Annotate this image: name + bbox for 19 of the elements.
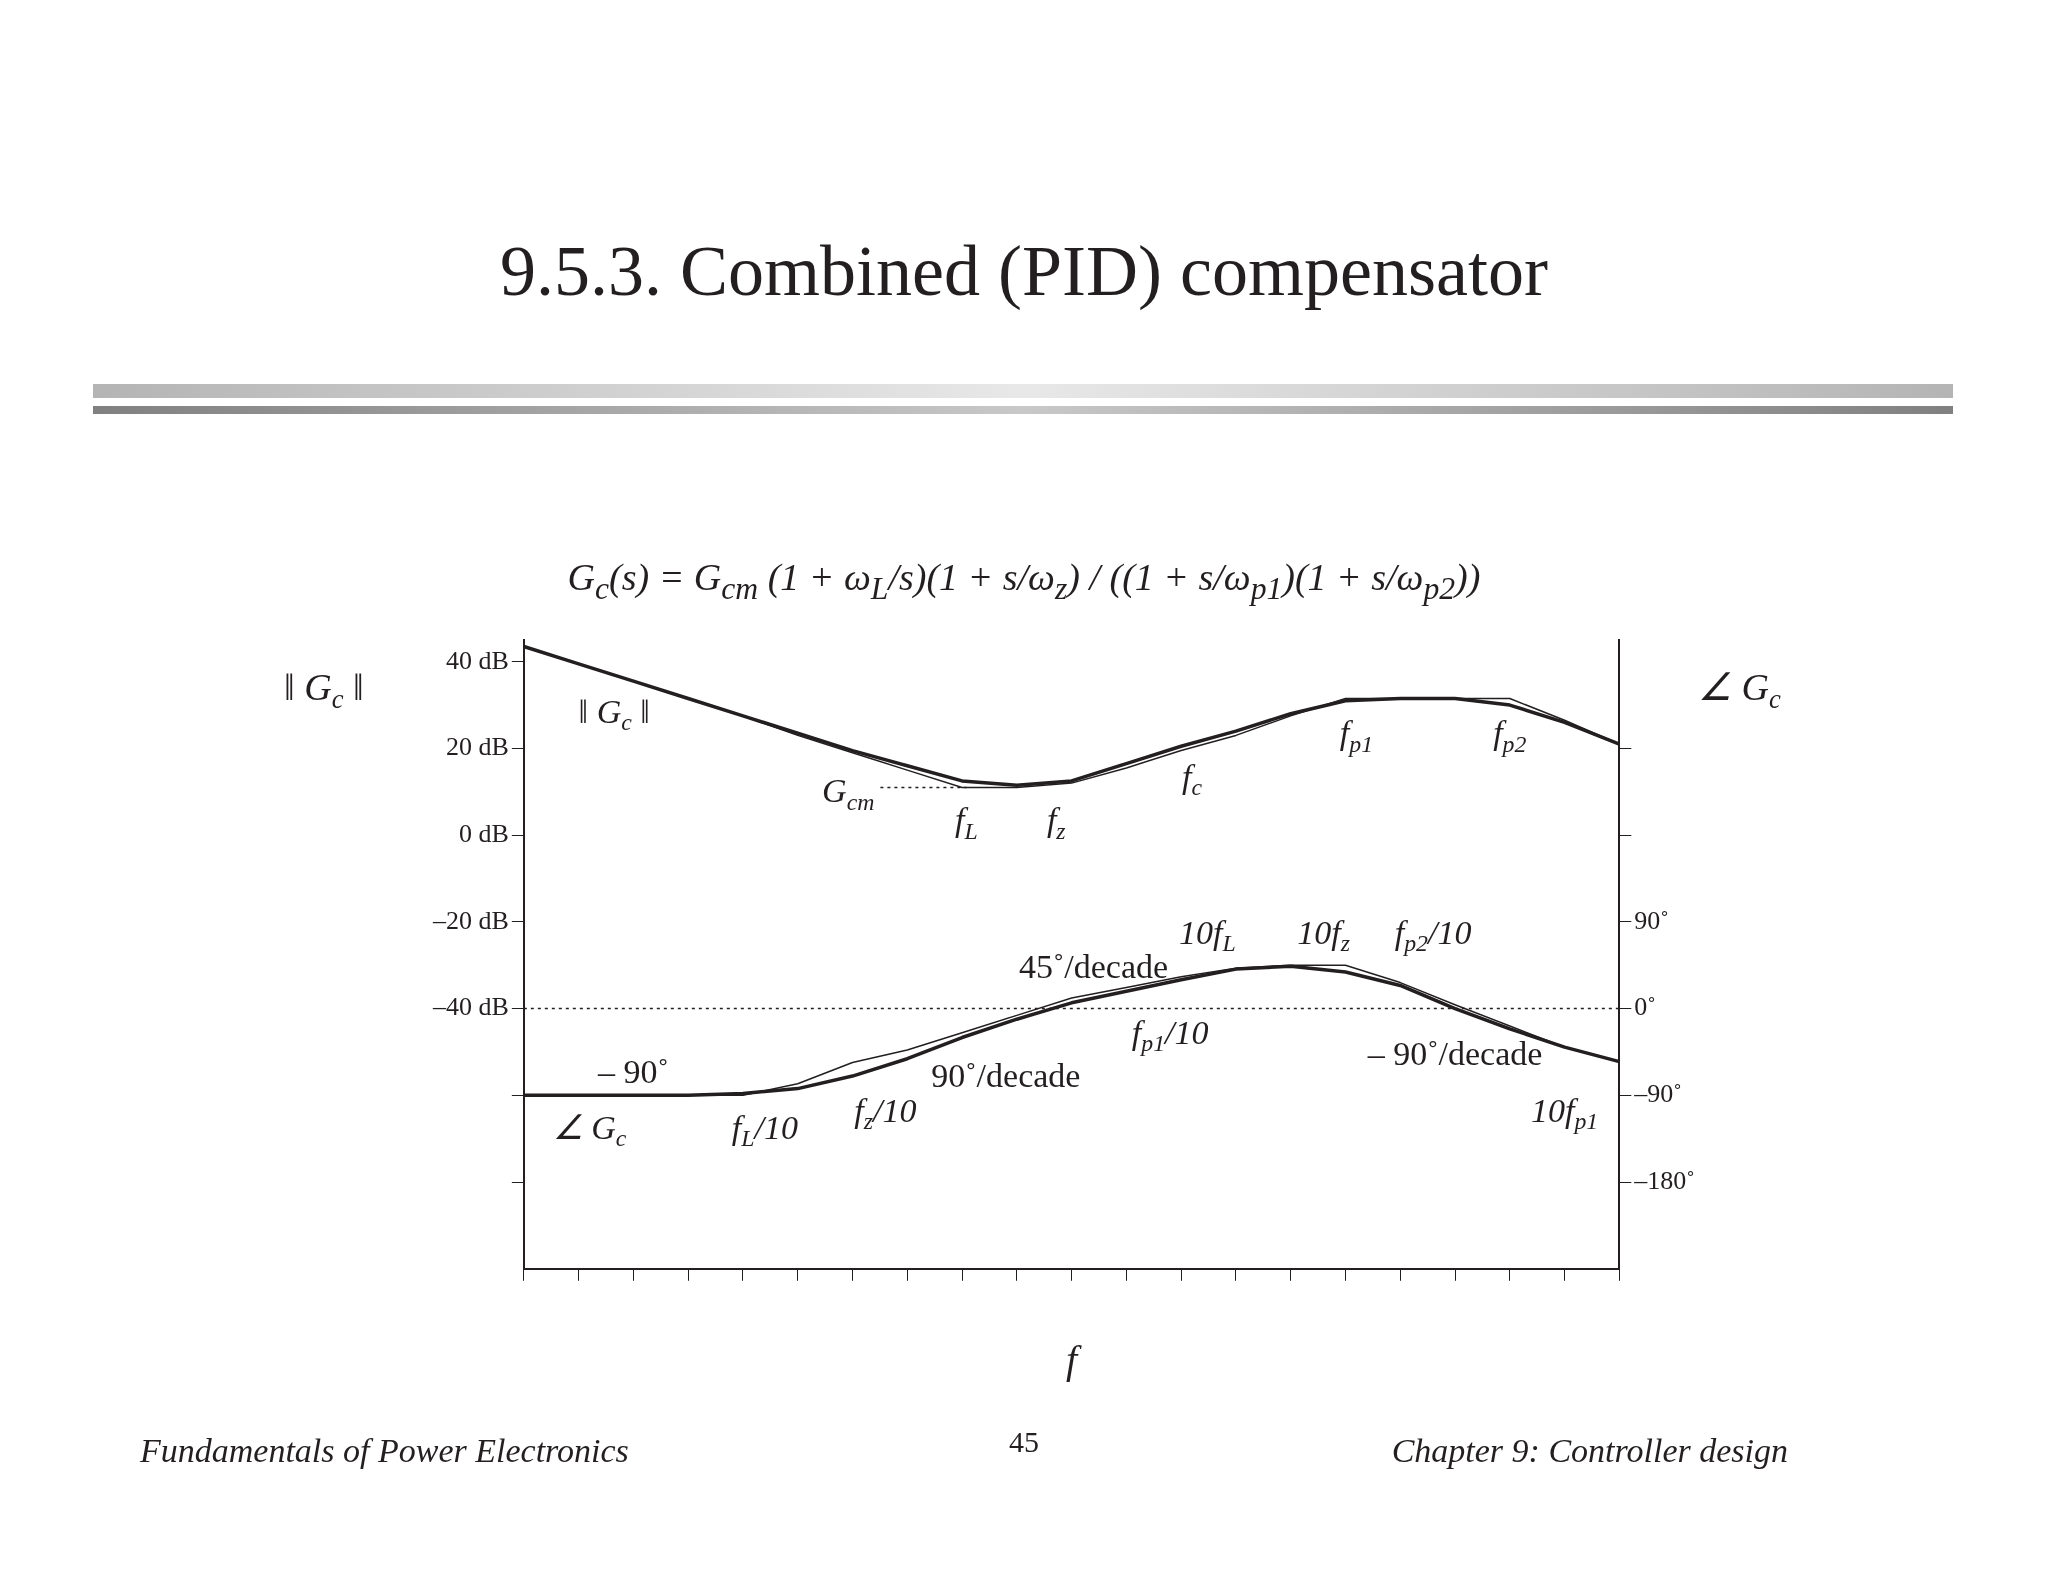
y-tick-label: 0 dB: [459, 818, 509, 848]
y2-tick-label: –180˚: [1633, 1165, 1696, 1195]
x-axis-title: f: [1066, 1336, 1083, 1382]
y-tick-label: –40 dB: [432, 992, 509, 1022]
annotation: 45˚/decade: [1018, 948, 1169, 986]
y2-tick-label: 0˚: [1634, 992, 1657, 1022]
y-tick-label: 40 dB: [446, 645, 509, 675]
y-tick-label: 20 dB: [446, 732, 509, 762]
y2-tick-label: –90˚: [1633, 1079, 1683, 1109]
annotation: 90˚/decade: [931, 1056, 1081, 1094]
text: Fundamentals of Power Electronics: [140, 1432, 629, 1470]
text: G$_{c}$(s) = G$_{cm}$ (1 + ω$_{L}$/s)(1 + s/ω$_{z}$) / ((1 + s/ω$_{p1}$)(1 + s/ω$_{p2}$)): [567, 556, 1481, 606]
y-tick-label: –20 dB: [432, 905, 509, 935]
text: 45: [1009, 1425, 1039, 1458]
chart-title: 9.5.3. Combined (PID) compensator: [499, 230, 1549, 313]
y2-tick-label: 90˚: [1634, 905, 1670, 935]
annotation: – 90˚: [596, 1052, 669, 1090]
annotation: – 90˚/decade: [1366, 1035, 1543, 1073]
text: Chapter 9: Controller design: [1391, 1432, 1788, 1470]
